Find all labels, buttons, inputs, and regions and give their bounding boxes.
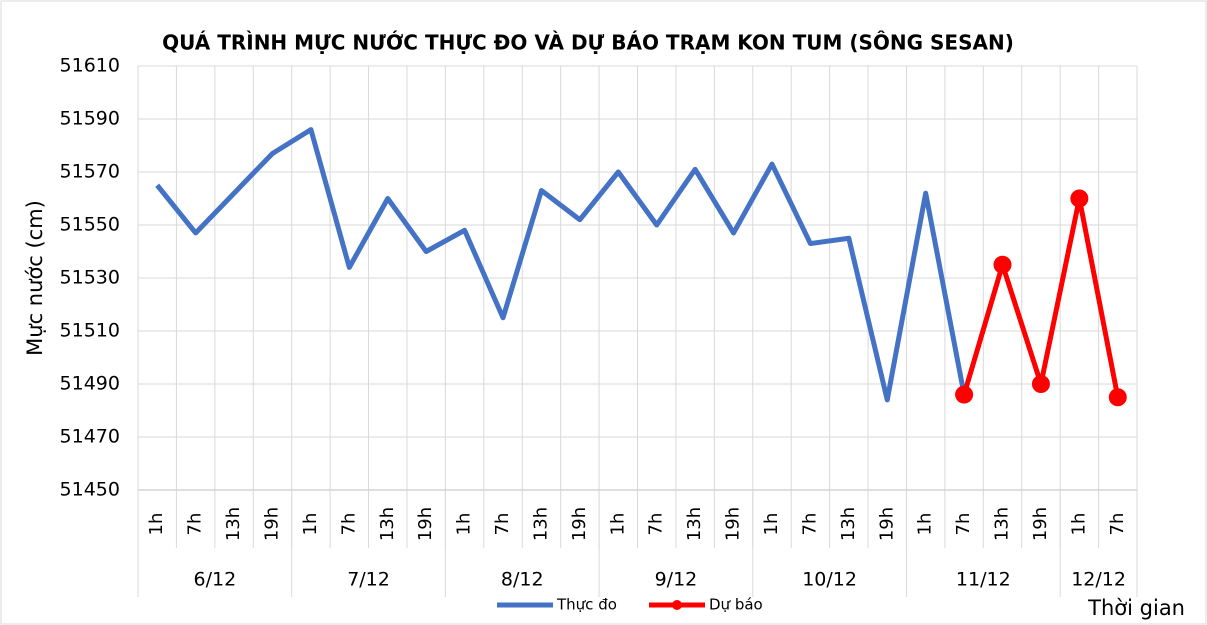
series-marker: [955, 385, 974, 404]
x-group-label: 11/12: [956, 569, 1011, 591]
x-group-label: 8/12: [501, 569, 544, 591]
x-tick-label: 7h: [492, 513, 513, 536]
y-tick-label: 51590: [60, 108, 120, 130]
x-tick-label: 13h: [992, 507, 1013, 541]
legend-label: Dự báo: [709, 596, 763, 614]
y-tick-label: 51570: [60, 161, 120, 183]
series-marker: [1108, 388, 1127, 407]
series-marker: [1031, 375, 1050, 393]
x-group-label: 10/12: [802, 569, 857, 591]
x-tick-label: 7h: [953, 513, 974, 536]
x-tick-label: 7h: [338, 513, 359, 536]
x-tick-label: 7h: [1107, 513, 1128, 536]
x-tick-label: 1h: [300, 513, 321, 536]
x-tick-label: 1h: [146, 513, 167, 536]
x-tick-label: 13h: [838, 507, 859, 541]
series-marker: [1070, 189, 1089, 208]
y-tick-label: 51510: [60, 320, 120, 342]
chart-title: QUÁ TRÌNH MỰC NƯỚC THỰC ĐO VÀ DỰ BÁO TRẠ…: [162, 31, 1014, 55]
y-tick-label: 51530: [60, 267, 120, 289]
x-tick-label: 13h: [223, 507, 244, 541]
series-line: [155, 127, 967, 403]
x-tick-label: 1h: [915, 513, 936, 536]
x-tick-label: 7h: [185, 513, 206, 536]
y-tick-label: 51550: [60, 214, 120, 236]
x-tick-label: 19h: [1030, 507, 1051, 541]
x-group-label: 9/12: [655, 569, 698, 591]
x-tick-label: 1h: [761, 513, 782, 536]
x-tick-label: 19h: [261, 507, 282, 541]
x-tick-label: 19h: [723, 507, 744, 541]
x-group-label: 6/12: [194, 569, 237, 591]
x-group-label: 12/12: [1071, 569, 1126, 591]
x-axis-label: Thời gian: [1087, 596, 1185, 620]
x-group-label: 7/12: [347, 569, 390, 591]
x-tick-label: 19h: [415, 507, 436, 541]
x-tick-label: 13h: [530, 507, 551, 541]
x-tick-label: 7h: [646, 513, 667, 536]
x-tick-label: 13h: [377, 507, 398, 541]
x-tick-label: 1h: [607, 513, 628, 536]
x-tick-label: 13h: [684, 507, 705, 541]
y-tick-label: 51450: [60, 479, 120, 501]
y-axis-label: Mực nước (cm): [23, 200, 47, 356]
x-tick-label: 1h: [1068, 513, 1089, 536]
y-tick-label: 51490: [60, 373, 120, 395]
legend-marker: [672, 600, 682, 610]
series-marker: [993, 255, 1012, 274]
y-tick-label: 51610: [60, 55, 120, 77]
x-tick-label: 19h: [876, 507, 897, 541]
x-tick-label: 19h: [569, 507, 590, 541]
x-tick-label: 7h: [799, 513, 820, 536]
x-tick-label: 1h: [454, 513, 475, 536]
y-tick-label: 51470: [60, 426, 120, 448]
legend-label: Thực đo: [556, 596, 617, 614]
